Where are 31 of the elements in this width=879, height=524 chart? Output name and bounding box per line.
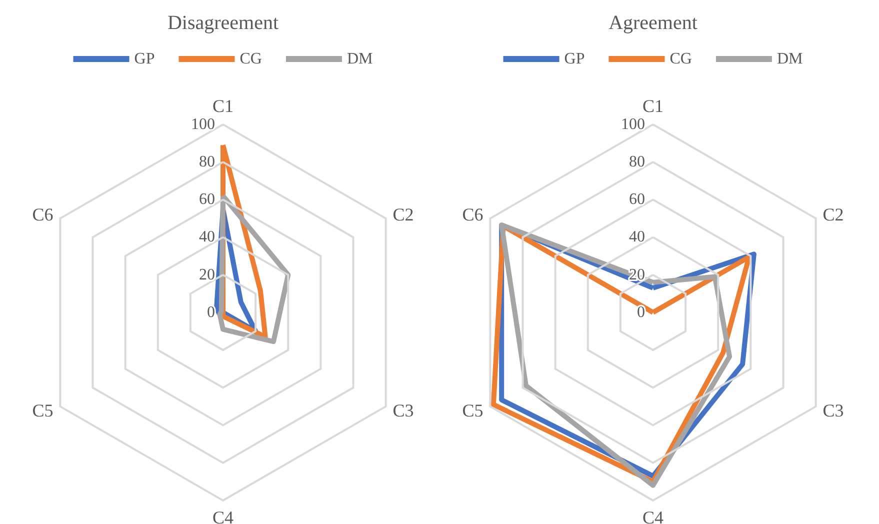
y-tick-label: 100 — [621, 116, 645, 133]
spoke-label: C4 — [642, 507, 664, 524]
spoke-label: C2 — [822, 204, 844, 224]
legend-label: GP — [134, 50, 155, 68]
spoke-label: C1 — [642, 96, 664, 116]
spoke-label: C5 — [462, 400, 484, 420]
legend-label: GP — [564, 50, 585, 68]
legend-label: CG — [670, 50, 692, 68]
legend-label: DM — [346, 50, 373, 68]
spoke-label: C3 — [822, 400, 844, 420]
y-tick-label: 100 — [191, 116, 215, 133]
spoke-label: C5 — [32, 400, 54, 420]
y-tick-label: 40 — [629, 228, 645, 246]
y-tick-label: 20 — [199, 266, 215, 284]
y-tick-label: 80 — [199, 154, 215, 171]
y-tick-label: 40 — [199, 228, 215, 246]
legend-label: CG — [240, 50, 262, 68]
y-tick-label: 60 — [629, 191, 645, 208]
spoke-label: C4 — [212, 507, 234, 524]
y-tick-label: 0 — [637, 304, 645, 321]
spoke-label: C2 — [392, 204, 414, 224]
spoke-label: C6 — [462, 204, 484, 224]
y-tick-label: 0 — [207, 304, 215, 321]
legend-label: DM — [776, 50, 803, 68]
spoke-label: C3 — [392, 400, 414, 420]
spoke-label: C6 — [32, 204, 54, 224]
chart-title: Disagreement — [167, 12, 279, 34]
y-tick-label: 60 — [199, 191, 215, 208]
chart-title: Agreement — [608, 12, 698, 34]
spoke-label: C1 — [212, 96, 234, 116]
y-tick-label: 80 — [629, 154, 645, 171]
